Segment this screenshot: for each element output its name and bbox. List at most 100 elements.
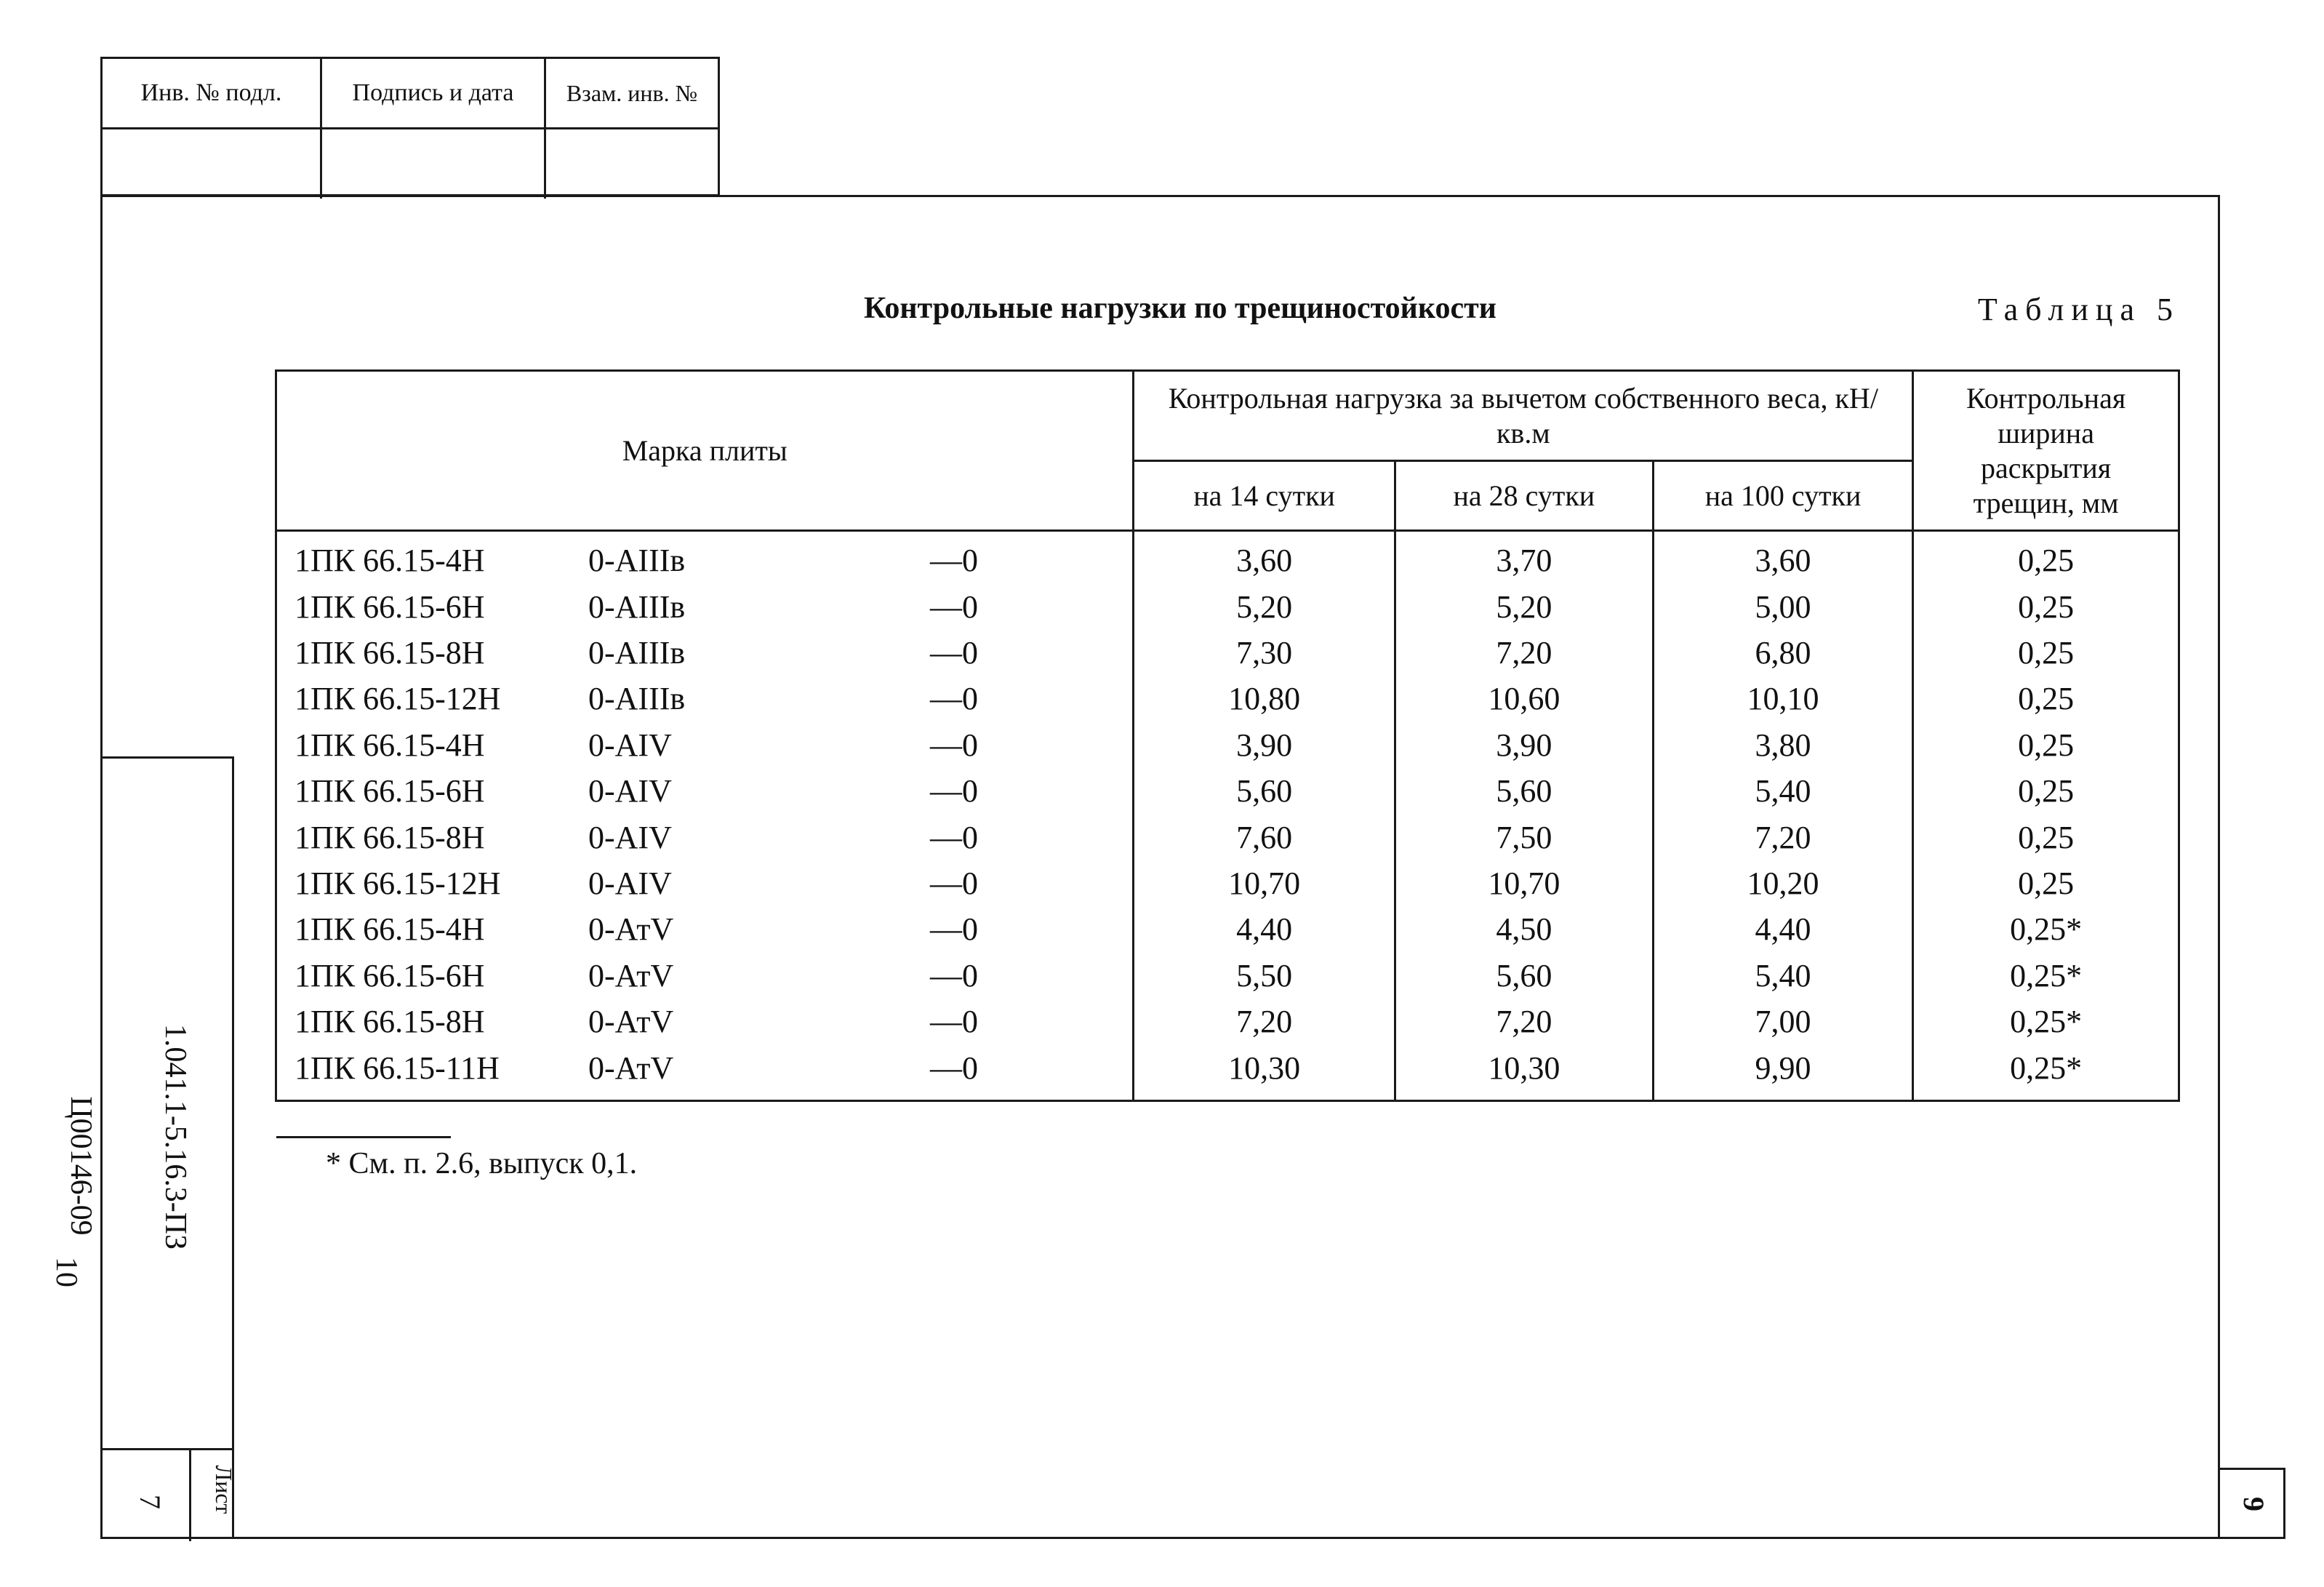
- cell-crack-width: 0,25: [1912, 530, 2180, 584]
- cell-slab-mark: 1ПК 66.15-6Н 0-АтV —0: [274, 952, 1135, 999]
- cell-load-14: 7,60: [1132, 814, 1396, 860]
- reinforcement-class: 0-АтV: [588, 911, 674, 948]
- table-row: 1ПК 66.15-4Н 0-АIIIв —0 3,60 3,70 3,60 0,25: [274, 530, 2180, 584]
- table-number: Таблица 5: [1977, 292, 2180, 327]
- cell-load-28: 7,50: [1393, 814, 1654, 860]
- reinforcement-class: 0-АIIIв: [588, 543, 686, 579]
- cell-load-14: 7,20: [1132, 998, 1396, 1045]
- reinforcement-class: 0-АIIIв: [588, 681, 686, 717]
- mark-suffix: —0: [930, 1050, 978, 1086]
- slab-mark: 1ПК 66.15-11Н: [294, 1050, 500, 1086]
- table-row: 1ПК 66.15-6Н 0-АIIIв —0 5,20 5,20 5,00 0,25: [274, 583, 2180, 630]
- stamp-divider: [544, 127, 546, 199]
- cell-slab-mark: 1ПК 66.15-8Н 0-АIIIв —0: [274, 629, 1135, 676]
- approval-stamp: Инв. № подл. Подпись и дата Взам. инв. №: [100, 57, 720, 199]
- mark-suffix: —0: [930, 543, 978, 579]
- mark-suffix: —0: [930, 865, 978, 901]
- mark-suffix: —0: [930, 1003, 978, 1039]
- cell-slab-mark: 1ПК 66.15-6Н 0-АIIIв —0: [274, 583, 1135, 630]
- cell-load-28: 10,30: [1393, 1044, 1654, 1103]
- crack-resistance-table: Марка плиты Контрольная нагрузка за выче…: [274, 369, 2180, 1103]
- cell-crack-width: 0,25: [1912, 676, 2180, 722]
- cell-load-100: 3,60: [1651, 530, 1915, 584]
- header-control-load: Контрольная нагрузка за вычетом собствен…: [1132, 369, 1915, 462]
- slab-mark: 1ПК 66.15-12Н: [294, 865, 501, 901]
- mark-suffix: —0: [930, 773, 978, 810]
- table-row: 1ПК 66.15-4Н 0-АтV —0 4,40 4,50 4,40 0,25*: [274, 906, 2180, 953]
- table-row: 1ПК 66.15-12Н 0-АIV —0 10,70 10,70 10,20 0,25: [274, 860, 2180, 907]
- cell-slab-mark: 1ПК 66.15-4Н 0-АIIIв —0: [274, 530, 1135, 584]
- cell-load-100: 3,80: [1651, 721, 1915, 769]
- header-slab-mark: Марка плиты: [274, 369, 1135, 532]
- stamp-divider: [320, 127, 322, 199]
- reinforcement-class: 0-АтV: [588, 1003, 674, 1039]
- slab-mark: 1ПК 66.15-12Н: [294, 681, 501, 717]
- table-row: 1ПК 66.15-8Н 0-АIV —0 7,60 7,50 7,20 0,25: [274, 814, 2180, 860]
- cell-load-100: 5,40: [1651, 952, 1915, 999]
- table-title: Контрольные нагрузки по трещиностойкости: [864, 292, 1497, 325]
- cell-slab-mark: 1ПК 66.15-12Н 0-АIV —0: [274, 860, 1135, 907]
- cell-load-28: 3,70: [1393, 530, 1654, 584]
- reinforcement-class: 0-АIV: [588, 773, 672, 810]
- header-crack-width: Контрольная ширина раскрытия трещин, мм: [1912, 369, 2180, 532]
- stamp-signature-header: Подпись и дата: [322, 59, 546, 127]
- header-day-14: на 14 сутки: [1132, 460, 1396, 532]
- cell-load-14: 5,60: [1132, 768, 1396, 815]
- cell-slab-mark: 1ПК 66.15-8Н 0-АтV —0: [274, 998, 1135, 1045]
- cell-crack-width: 0,25*: [1912, 906, 2180, 953]
- cell-slab-mark: 1ПК 66.15-12Н 0-АIIIв —0: [274, 676, 1135, 722]
- mark-suffix: —0: [930, 588, 978, 625]
- cell-crack-width: 0,25*: [1912, 1044, 2180, 1103]
- cell-slab-mark: 1ПК 66.15-8Н 0-АIV —0: [274, 814, 1135, 860]
- mark-suffix: —0: [930, 819, 978, 855]
- reinforcement-class: 0-АIV: [588, 727, 672, 763]
- archive-code: Ц00146-09: [64, 1096, 97, 1236]
- cell-load-100: 10,10: [1651, 676, 1915, 722]
- slab-mark: 1ПК 66.15-4Н: [294, 727, 485, 763]
- reinforcement-class: 0-АIV: [588, 865, 672, 901]
- cell-load-14: 4,40: [1132, 906, 1396, 953]
- reinforcement-class: 0-АIV: [588, 819, 672, 855]
- sheet-label: Лист: [211, 1465, 237, 1514]
- cell-slab-mark: 1ПК 66.15-4Н 0-АтV —0: [274, 906, 1135, 953]
- cell-load-28: 5,60: [1393, 952, 1654, 999]
- reinforcement-class: 0-АIIIв: [588, 588, 686, 625]
- header-day-28: на 28 сутки: [1393, 460, 1654, 532]
- strip-divider: [102, 1448, 234, 1450]
- drawing-frame: [100, 195, 2220, 1539]
- cell-load-28: 5,20: [1393, 583, 1654, 630]
- table-row: 1ПК 66.15-8Н 0-АтV —0 7,20 7,20 7,00 0,25*: [274, 998, 2180, 1045]
- cell-load-28: 3,90: [1393, 721, 1654, 769]
- document-code: 1.041.1-5.16.3-ПЗ: [159, 1023, 192, 1250]
- stamp-inv-header: Инв. № подл.: [103, 59, 322, 127]
- slab-mark: 1ПК 66.15-8Н: [294, 635, 485, 671]
- slab-mark: 1ПК 66.15-6Н: [294, 773, 485, 810]
- table-row: 1ПК 66.15-6Н 0-АтV —0 5,50 5,60 5,40 0,25*: [274, 952, 2180, 999]
- cell-load-14: 10,30: [1132, 1044, 1396, 1103]
- cell-load-100: 7,00: [1651, 998, 1915, 1045]
- cell-load-100: 6,80: [1651, 629, 1915, 676]
- archive-page: 10: [49, 1257, 83, 1287]
- page-number-box: 9: [2220, 1468, 2285, 1539]
- mark-suffix: —0: [930, 635, 978, 671]
- cell-load-28: 4,50: [1393, 906, 1654, 953]
- table-row: 1ПК 66.15-12Н 0-АIIIв —0 10,80 10,60 10,10 0,2…: [274, 676, 2180, 722]
- sheet-number: 7: [134, 1495, 167, 1509]
- cell-load-14: 3,60: [1132, 530, 1396, 584]
- cell-load-100: 7,20: [1651, 814, 1915, 860]
- cell-slab-mark: 1ПК 66.15-6Н 0-АIV —0: [274, 768, 1135, 815]
- cell-load-28: 7,20: [1393, 998, 1654, 1045]
- table-row: 1ПК 66.15-6Н 0-АIV —0 5,60 5,60 5,40 0,25: [274, 768, 2180, 815]
- cell-load-14: 3,90: [1132, 721, 1396, 769]
- cell-crack-width: 0,25*: [1912, 952, 2180, 999]
- cell-crack-width: 0,25: [1912, 629, 2180, 676]
- side-title-block: [102, 756, 234, 1541]
- reinforcement-class: 0-АтV: [588, 957, 674, 994]
- cell-crack-width: 0,25: [1912, 583, 2180, 630]
- cell-slab-mark: 1ПК 66.15-11Н 0-АтV —0: [274, 1044, 1135, 1103]
- cell-load-14: 10,80: [1132, 676, 1396, 722]
- cell-crack-width: 0,25: [1912, 860, 2180, 907]
- slab-mark: 1ПК 66.15-4Н: [294, 543, 485, 579]
- table-row: 1ПК 66.15-8Н 0-АIIIв —0 7,30 7,20 6,80 0,25: [274, 629, 2180, 676]
- cell-crack-width: 0,25: [1912, 814, 2180, 860]
